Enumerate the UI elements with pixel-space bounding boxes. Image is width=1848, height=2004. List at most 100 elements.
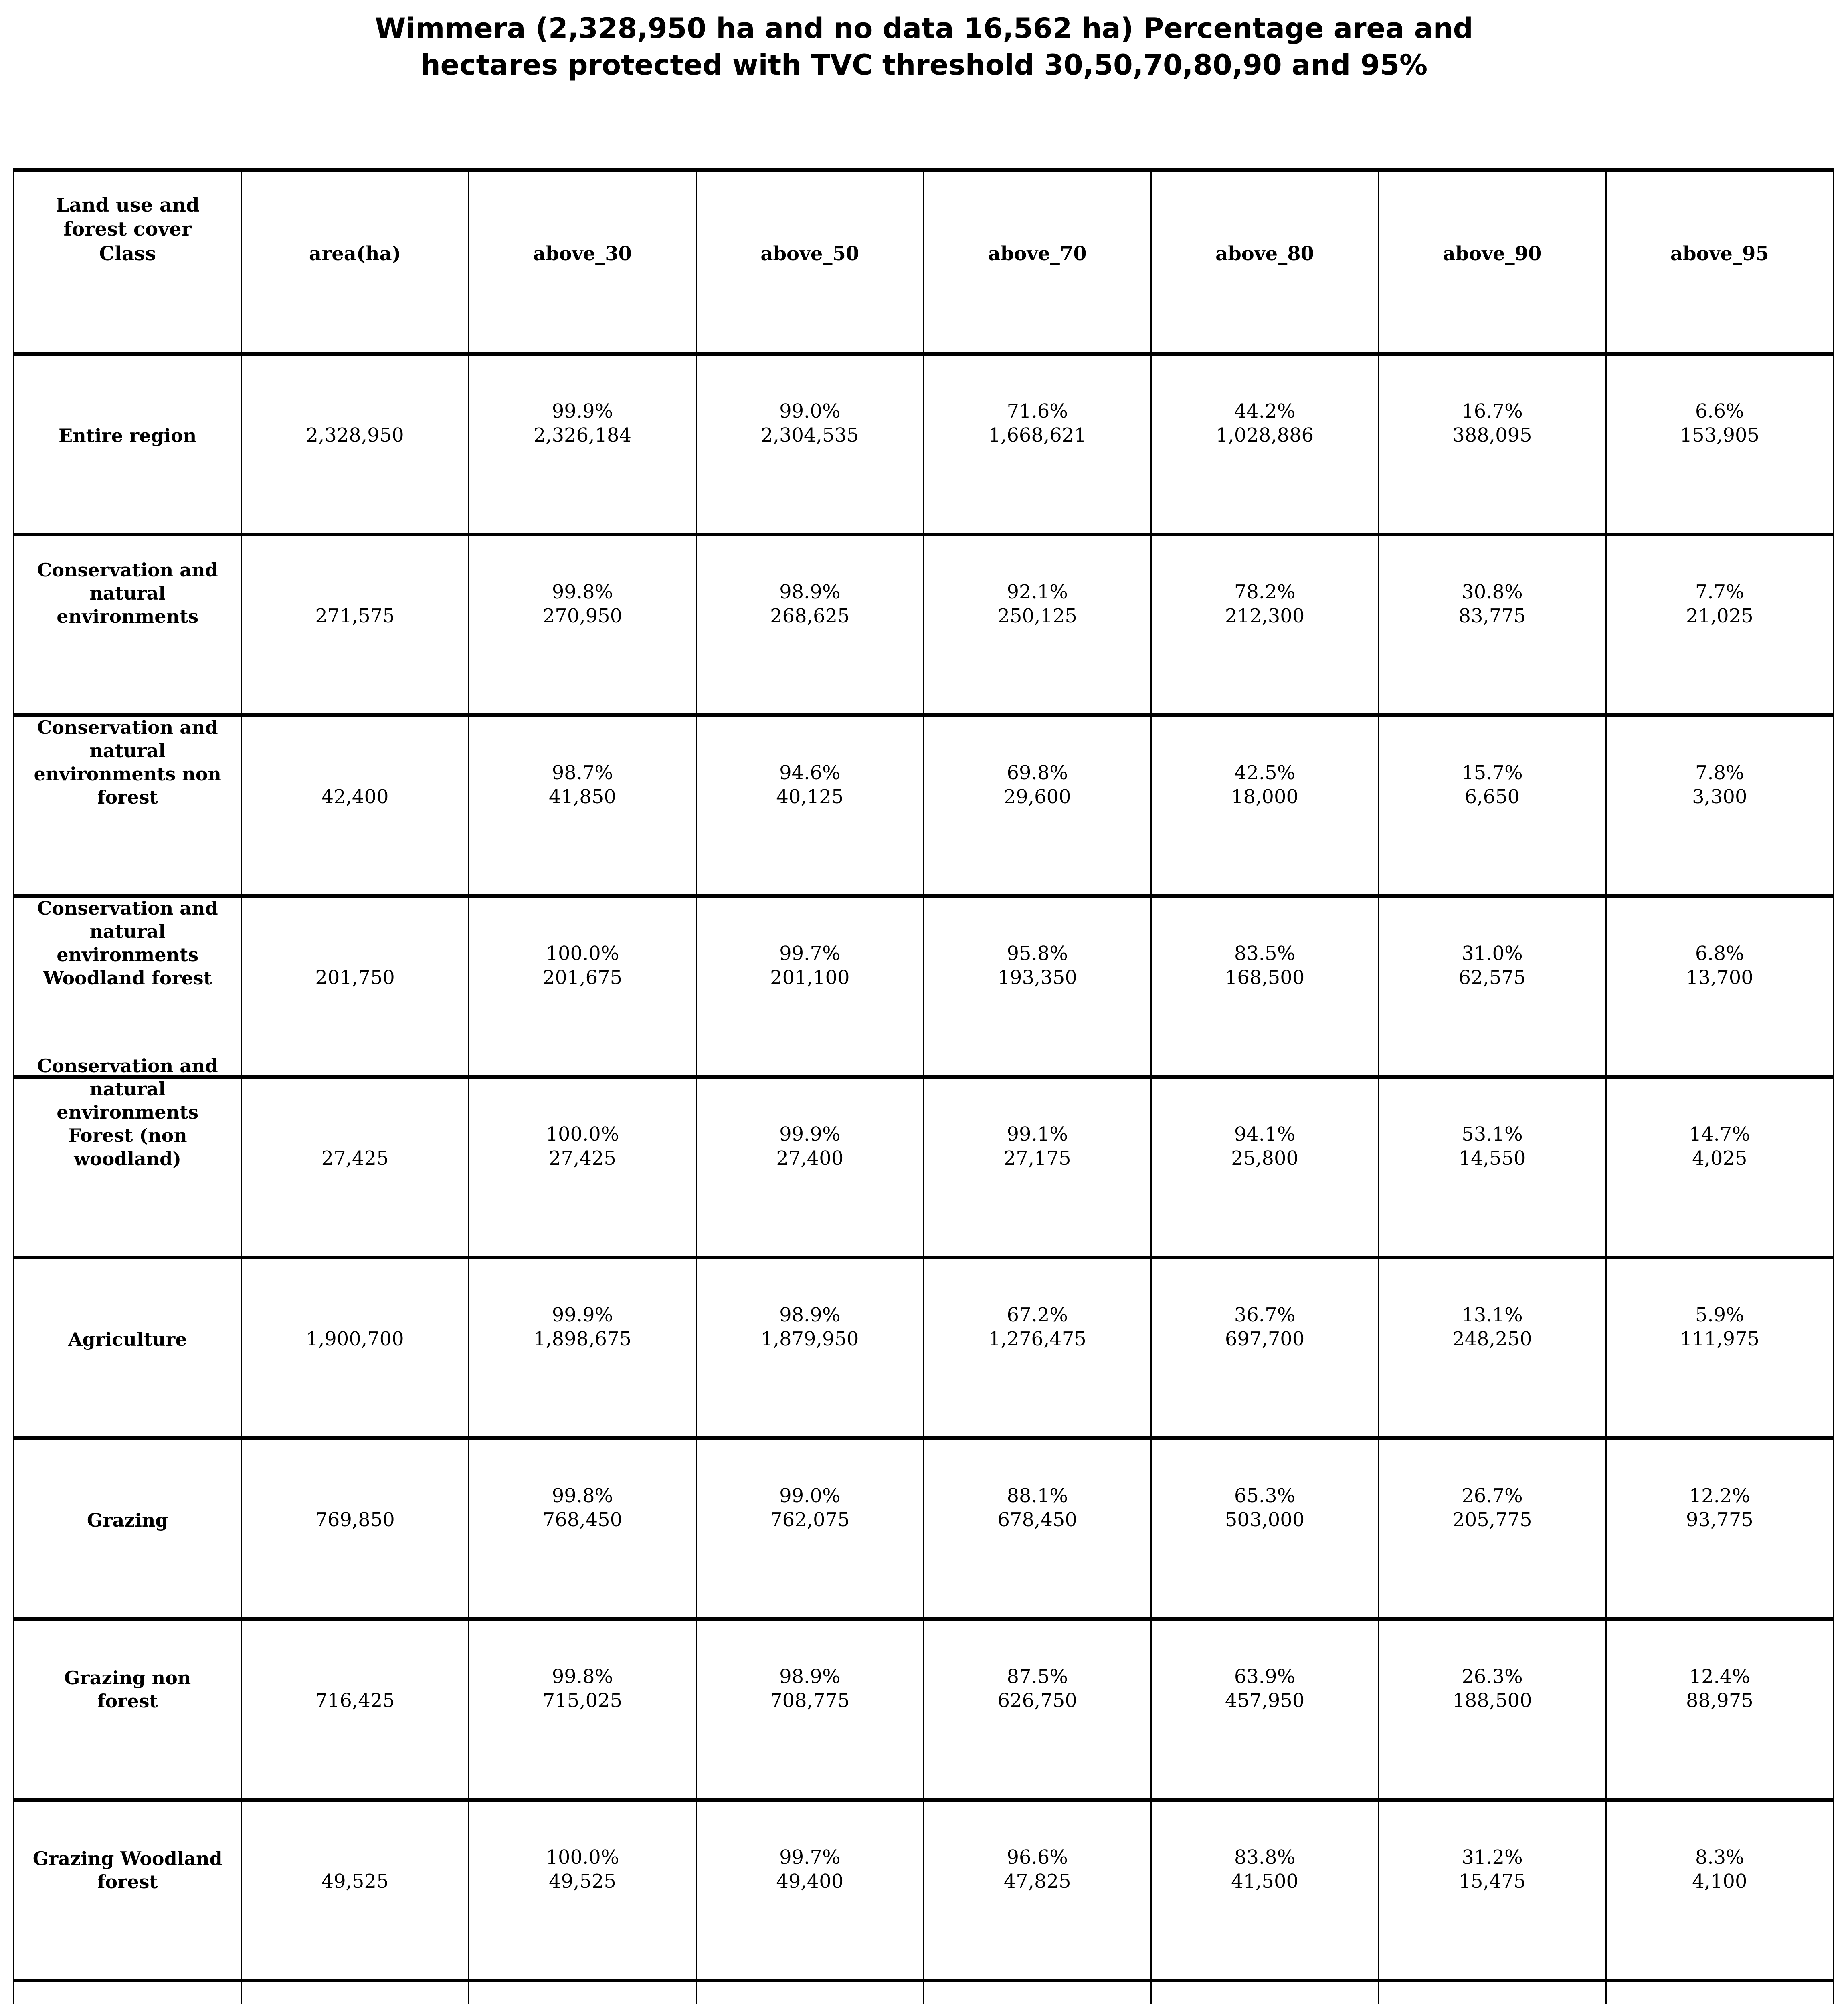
value-cell: 12.2% 93,775	[1605, 1436, 1834, 1619]
value-cell: 100.0% 27,425	[468, 1075, 697, 1258]
hectares-value: 14,550	[1458, 1147, 1526, 1170]
hectares-value: 88,975	[1686, 1689, 1753, 1712]
value-cell: 99.9% 1,898,675	[468, 1256, 697, 1438]
value-cell: 12.4% 88,975	[1605, 1617, 1834, 1800]
hectares-value: 18,000	[1231, 786, 1299, 808]
percent-value: 88.1%	[1007, 1484, 1068, 1507]
value-cell: 95.8% 193,350	[923, 894, 1152, 1077]
label-cell: Conservation and natural environments Fo…	[13, 1055, 242, 1258]
label-cell: Grazing Woodland forest	[13, 1798, 242, 1981]
value-cell: 98.9% 1,879,950	[696, 1256, 924, 1438]
percent-value: 14.7%	[1689, 1123, 1751, 1145]
value-cell: 94.6% 40,125	[696, 713, 924, 896]
hectares-value: 715,025	[542, 1689, 623, 1712]
area-value: 716,425	[315, 1689, 395, 1712]
table-body: Entire region 2,328,950 99.9% 2,326,184 99.0…	[13, 352, 1834, 2004]
percent-value: 8.3%	[1695, 1846, 1744, 1869]
percent-value: 98.7%	[552, 761, 613, 784]
value-cell: 13.1% 248,250	[1378, 1256, 1607, 1438]
hectares-value: 40,125	[776, 786, 844, 808]
column-header: above_30	[468, 168, 697, 354]
column-header: area(ha)	[241, 168, 469, 354]
value-cell: 83.5% 168,500	[1150, 894, 1379, 1077]
hectares-value: 503,000	[1225, 1509, 1305, 1531]
hectares-value: 93,775	[1686, 1509, 1753, 1531]
hectares-value: 626,750	[997, 1689, 1077, 1712]
value-cell: 44.2% 1,028,886	[1150, 352, 1379, 535]
hectares-value: 388,095	[1452, 424, 1532, 447]
table-row: Conservation and natural environments Wo…	[13, 894, 1834, 1077]
percent-value: 99.8%	[552, 1665, 613, 1688]
column-header-label: area(ha)	[309, 242, 401, 265]
hectares-value: 1,879,950	[761, 1328, 859, 1351]
hectares-value: 49,525	[548, 1870, 616, 1893]
value-cell: 8.3% 4,100	[1605, 1798, 1834, 1981]
value-cell: 87.5% 626,750	[923, 1617, 1152, 1800]
hectares-value: 762,075	[770, 1509, 850, 1531]
hectares-value: 201,100	[770, 966, 850, 989]
hectares-value: 29,600	[1003, 786, 1071, 808]
area-value: 27,425	[321, 1147, 389, 1170]
value-cell: 26.3% 188,500	[1378, 1617, 1607, 1800]
value-cell: 71.6% 1,668,621	[923, 352, 1152, 535]
percent-value: 26.7%	[1462, 1484, 1523, 1507]
row-label: Grazing Woodland forest	[32, 1847, 222, 1893]
label-cell: Entire region	[13, 352, 242, 535]
percent-value: 96.6%	[1007, 1846, 1068, 1869]
hectares-value: 25,800	[1231, 1147, 1299, 1170]
percent-value: 31.2%	[1462, 1846, 1523, 1869]
value-cell: 7.8% 3,300	[1605, 713, 1834, 896]
percent-value: 94.1%	[1234, 1123, 1296, 1145]
area-value: 201,750	[315, 966, 395, 989]
row-label: Conservation and natural environments	[37, 559, 218, 627]
value-cell: 99.9%1,124,950	[468, 1979, 697, 2004]
label-cell: Grazing non forest	[13, 1617, 242, 1800]
percent-value: 100.0%	[546, 942, 619, 965]
table-row: Conservation and natural environments 271…	[13, 533, 1834, 715]
hectares-value: 83,775	[1458, 605, 1526, 628]
hectares-value: 13,700	[1686, 966, 1753, 989]
hectares-value: 4,100	[1692, 1870, 1747, 1893]
hectares-value: 678,450	[997, 1509, 1077, 1531]
area-cell: 271,575	[241, 533, 469, 715]
hectares-value: 153,905	[1680, 424, 1760, 447]
table-row: Conservation and natural environments Fo…	[13, 1055, 1834, 1258]
hectares-value: 2,304,535	[761, 424, 859, 447]
hectares-value: 248,250	[1452, 1328, 1532, 1351]
value-cell: 100.0% 49,525	[468, 1798, 697, 1981]
percent-value: 95.8%	[1007, 942, 1068, 965]
value-cell: 98.9% 708,775	[696, 1617, 924, 1800]
value-cell: 16.7% 388,095	[1378, 352, 1607, 535]
percent-value: 99.9%	[552, 400, 613, 422]
hectares-value: 41,500	[1231, 1870, 1299, 1893]
area-cell: 1,900,700	[241, 1256, 469, 1438]
column-header-label: above_90	[1443, 242, 1542, 265]
value-cell: 99.8% 768,450	[468, 1436, 697, 1619]
value-cell: 83.8% 41,500	[1150, 1798, 1379, 1981]
percent-value: 65.3%	[1234, 1484, 1296, 1507]
percent-value: 5.9%	[1695, 1303, 1744, 1326]
percent-value: 15.7%	[1462, 761, 1523, 784]
area-value: 42,400	[321, 786, 389, 808]
column-header-label: above_30	[533, 242, 632, 265]
area-value: 769,850	[315, 1509, 395, 1531]
value-cell: 14.7% 4,025	[1605, 1075, 1834, 1258]
value-cell: 98.9% 268,625	[696, 533, 924, 715]
table-row: Entire region 2,328,950 99.9% 2,326,184 99.0…	[13, 352, 1834, 535]
percent-value: 94.6%	[779, 761, 841, 784]
percent-value: 6.6%	[1695, 400, 1744, 422]
percent-value: 99.9%	[552, 1303, 613, 1326]
percent-value: 63.9%	[1234, 1665, 1296, 1688]
percent-value: 99.0%	[779, 1484, 841, 1507]
page-title: Wimmera (2,328,950 ha and no data 16,562…	[375, 12, 1473, 81]
column-header-label: above_80	[1215, 242, 1314, 265]
value-cell: 99.0% 762,075	[696, 1436, 924, 1619]
hectares-value: 41,850	[548, 786, 616, 808]
percent-value: 12.2%	[1689, 1484, 1751, 1507]
column-header: above_95	[1605, 168, 1834, 354]
hectares-value: 47,825	[1003, 1870, 1071, 1893]
area-cell: 769,850	[241, 1436, 469, 1619]
percent-value: 71.6%	[1007, 400, 1068, 422]
row-label: Grazing	[87, 1509, 168, 1531]
value-cell: 16.9%190,400	[1150, 1979, 1379, 2004]
